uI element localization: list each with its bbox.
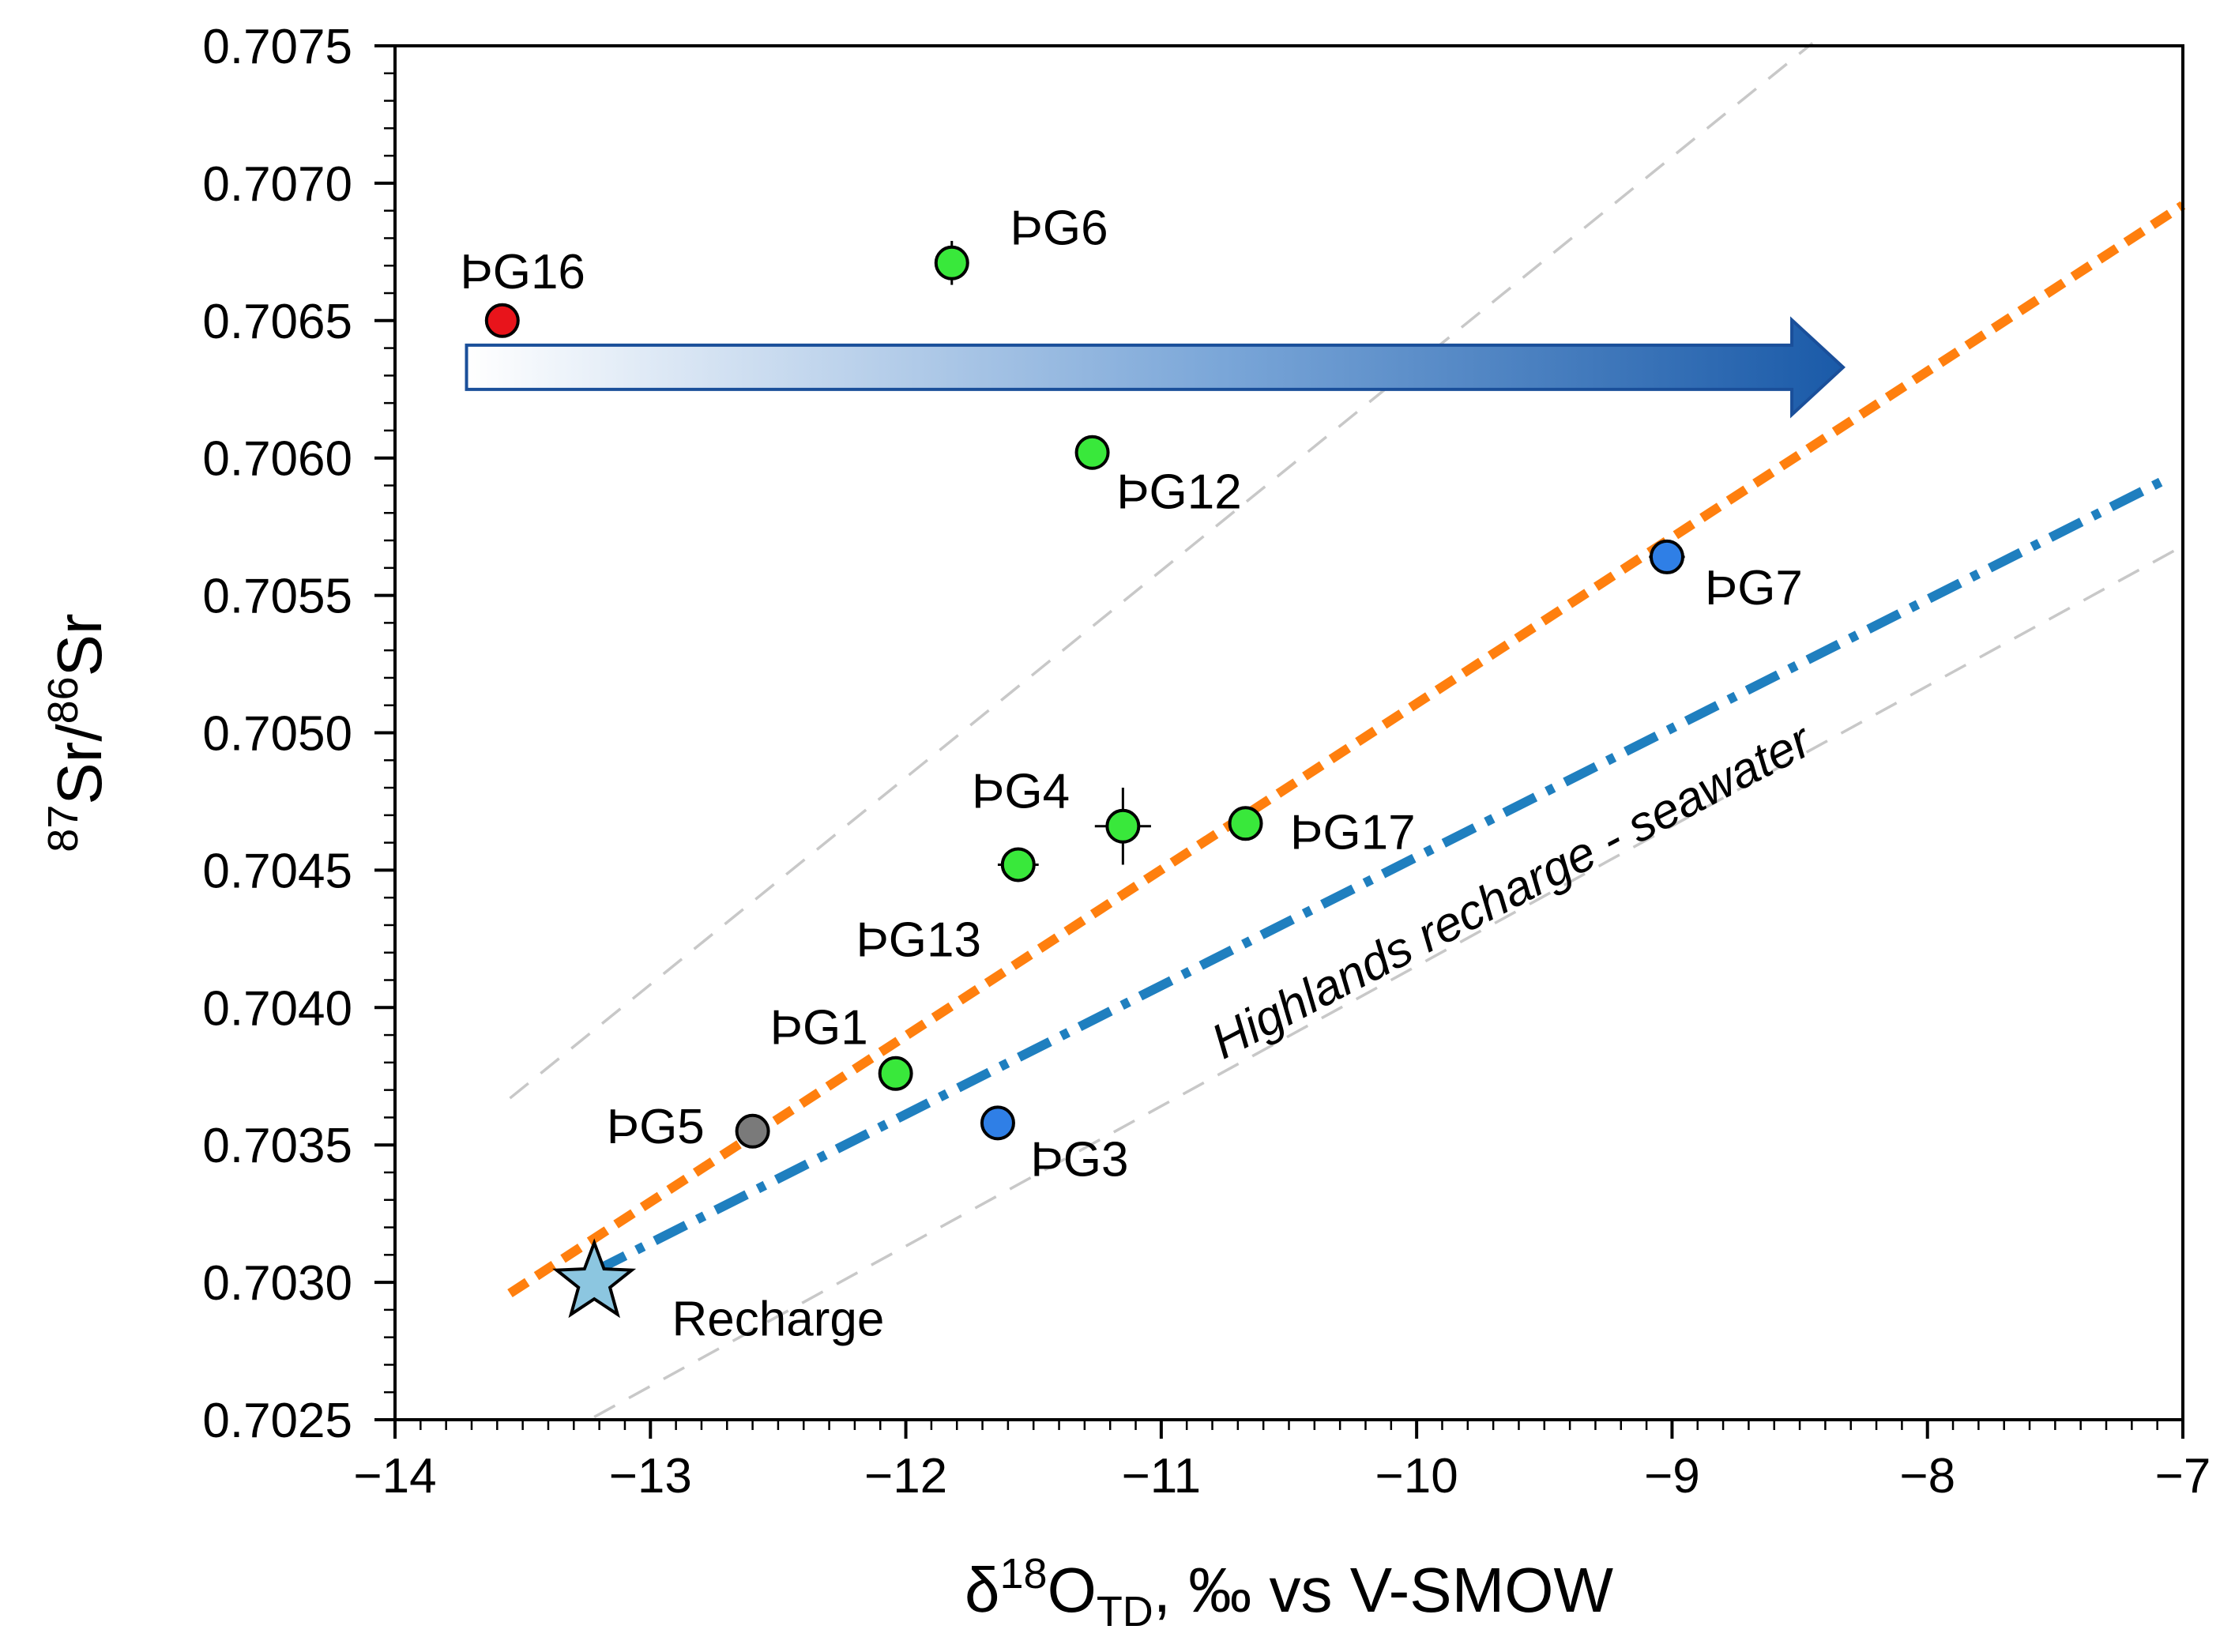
point-g17 <box>1228 806 1263 841</box>
confidence-upper-line <box>509 42 1814 1100</box>
x-tick-label: −7 <box>2155 1449 2211 1503</box>
recharge-label: Recharge <box>672 1292 885 1346</box>
x-tick-label: −10 <box>1375 1449 1458 1503</box>
point-label: ÞG3 <box>1030 1133 1128 1187</box>
y-tick-label: 0.7075 <box>202 20 352 74</box>
point-g4 <box>1105 808 1141 844</box>
x-tick-label: −12 <box>864 1449 947 1503</box>
point-label: ÞG4 <box>972 765 1070 819</box>
y-tick-label: 0.7030 <box>202 1256 352 1311</box>
orange-regression-line <box>507 201 2186 1298</box>
point-label: ÞG17 <box>1290 806 1416 860</box>
point-g12 <box>1074 435 1110 470</box>
data-points: ÞG16 ÞG6 ÞG12 ÞG7 ÞG4 ÞG17 ÞG13 ÞG1 ÞG5 ÞG3 <box>460 201 1803 1187</box>
point-label: ÞG6 <box>1010 201 1108 256</box>
point-label: ÞG7 <box>1705 561 1803 615</box>
y-tick-label: 0.7035 <box>202 1119 352 1173</box>
y-axis-title: 87Sr/86Sr <box>40 613 115 852</box>
point-label: ÞG16 <box>460 245 585 299</box>
point-g5 <box>735 1113 770 1149</box>
x-axis-title: δ18OTD, ‰ vs V-SMOW <box>965 1550 1614 1635</box>
y-tick-label: 0.7050 <box>202 707 352 762</box>
point-g7 <box>1649 539 1684 574</box>
x-tick-label: −9 <box>1644 1449 1700 1503</box>
point-label: ÞG13 <box>856 913 981 967</box>
x-tick-label: −8 <box>1899 1449 1955 1503</box>
point-label: ÞG1 <box>770 1001 868 1056</box>
trend-lines <box>507 42 2186 1419</box>
y-tick-label: 0.7025 <box>202 1394 352 1448</box>
x-tick-label: −13 <box>609 1449 692 1503</box>
x-tick-label: −14 <box>353 1449 436 1503</box>
point-g3 <box>980 1105 1015 1141</box>
point-g16 <box>484 303 520 338</box>
axis-ticks: −14 −13 −12 −11 −10 −9 −8 −7 0.7025 0.7030 0.7035 0… <box>202 20 2211 1503</box>
highlands-line-label: Highlands recharge - seawater <box>1203 713 1822 1070</box>
y-tick-label: 0.7045 <box>202 844 352 898</box>
x-tick-label: −11 <box>1122 1449 1202 1503</box>
plot-frame <box>393 44 2184 1421</box>
highlands-recharge-seawater-line <box>592 472 2173 1276</box>
point-label: ÞG5 <box>607 1100 705 1154</box>
y-tick-label: 0.7070 <box>202 157 352 212</box>
trend-arrow <box>465 316 1846 419</box>
recharge-star-marker <box>552 1238 637 1319</box>
y-tick-label: 0.7065 <box>202 295 352 349</box>
y-tick-label: 0.7055 <box>202 570 352 624</box>
point-label: ÞG12 <box>1116 465 1242 519</box>
y-tick-label: 0.7060 <box>202 432 352 487</box>
confidence-lower-line <box>593 544 2184 1419</box>
y-tick-label: 0.7040 <box>202 981 352 1036</box>
point-g6 <box>934 245 969 280</box>
point-g1 <box>878 1056 913 1091</box>
point-g13 <box>1000 847 1036 882</box>
